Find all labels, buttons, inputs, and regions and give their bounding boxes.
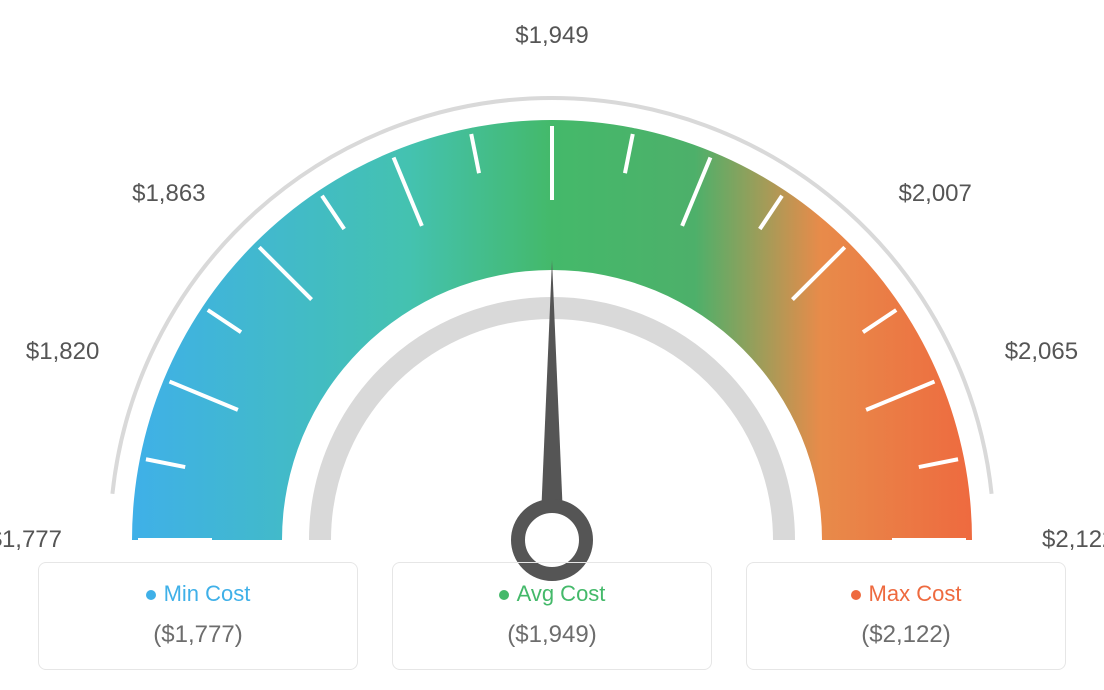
cost-gauge-widget: $1,777 $1,820 $1,863 $1,949 $2,007 $2,065 $2,1… xyxy=(0,0,1104,690)
scale-label: $2,007 xyxy=(898,180,971,208)
gauge-area: $1,777 $1,820 $1,863 $1,949 $2,007 $2,065 $2,1… xyxy=(0,0,1104,560)
legend-card-max: Max Cost ($2,122) xyxy=(746,562,1066,670)
legend-value: ($1,949) xyxy=(413,621,691,649)
legend-title-text: Min Cost xyxy=(164,581,251,606)
legend-card-min: Min Cost ($1,777) xyxy=(38,562,358,670)
legend-dot-icon xyxy=(499,590,509,600)
legend-title: Avg Cost xyxy=(413,581,691,607)
legend-title: Max Cost xyxy=(767,581,1045,607)
legend-dot-icon xyxy=(851,590,861,600)
scale-label: $1,820 xyxy=(26,338,99,366)
legend-title-text: Max Cost xyxy=(869,581,962,606)
legend-row: Min Cost ($1,777) Avg Cost ($1,949) Max Cost… xyxy=(0,562,1104,670)
legend-value: ($1,777) xyxy=(59,621,337,649)
legend-title-text: Avg Cost xyxy=(517,581,606,606)
scale-label: $1,777 xyxy=(0,526,62,554)
gauge-svg xyxy=(12,30,1092,590)
legend-title: Min Cost xyxy=(59,581,337,607)
legend-value: ($2,122) xyxy=(767,621,1045,649)
scale-label: $2,065 xyxy=(1005,338,1078,366)
scale-label: $1,949 xyxy=(515,22,588,50)
legend-card-avg: Avg Cost ($1,949) xyxy=(392,562,712,670)
scale-label: $1,863 xyxy=(132,180,205,208)
legend-dot-icon xyxy=(146,590,156,600)
scale-label: $2,122 xyxy=(1042,526,1104,554)
